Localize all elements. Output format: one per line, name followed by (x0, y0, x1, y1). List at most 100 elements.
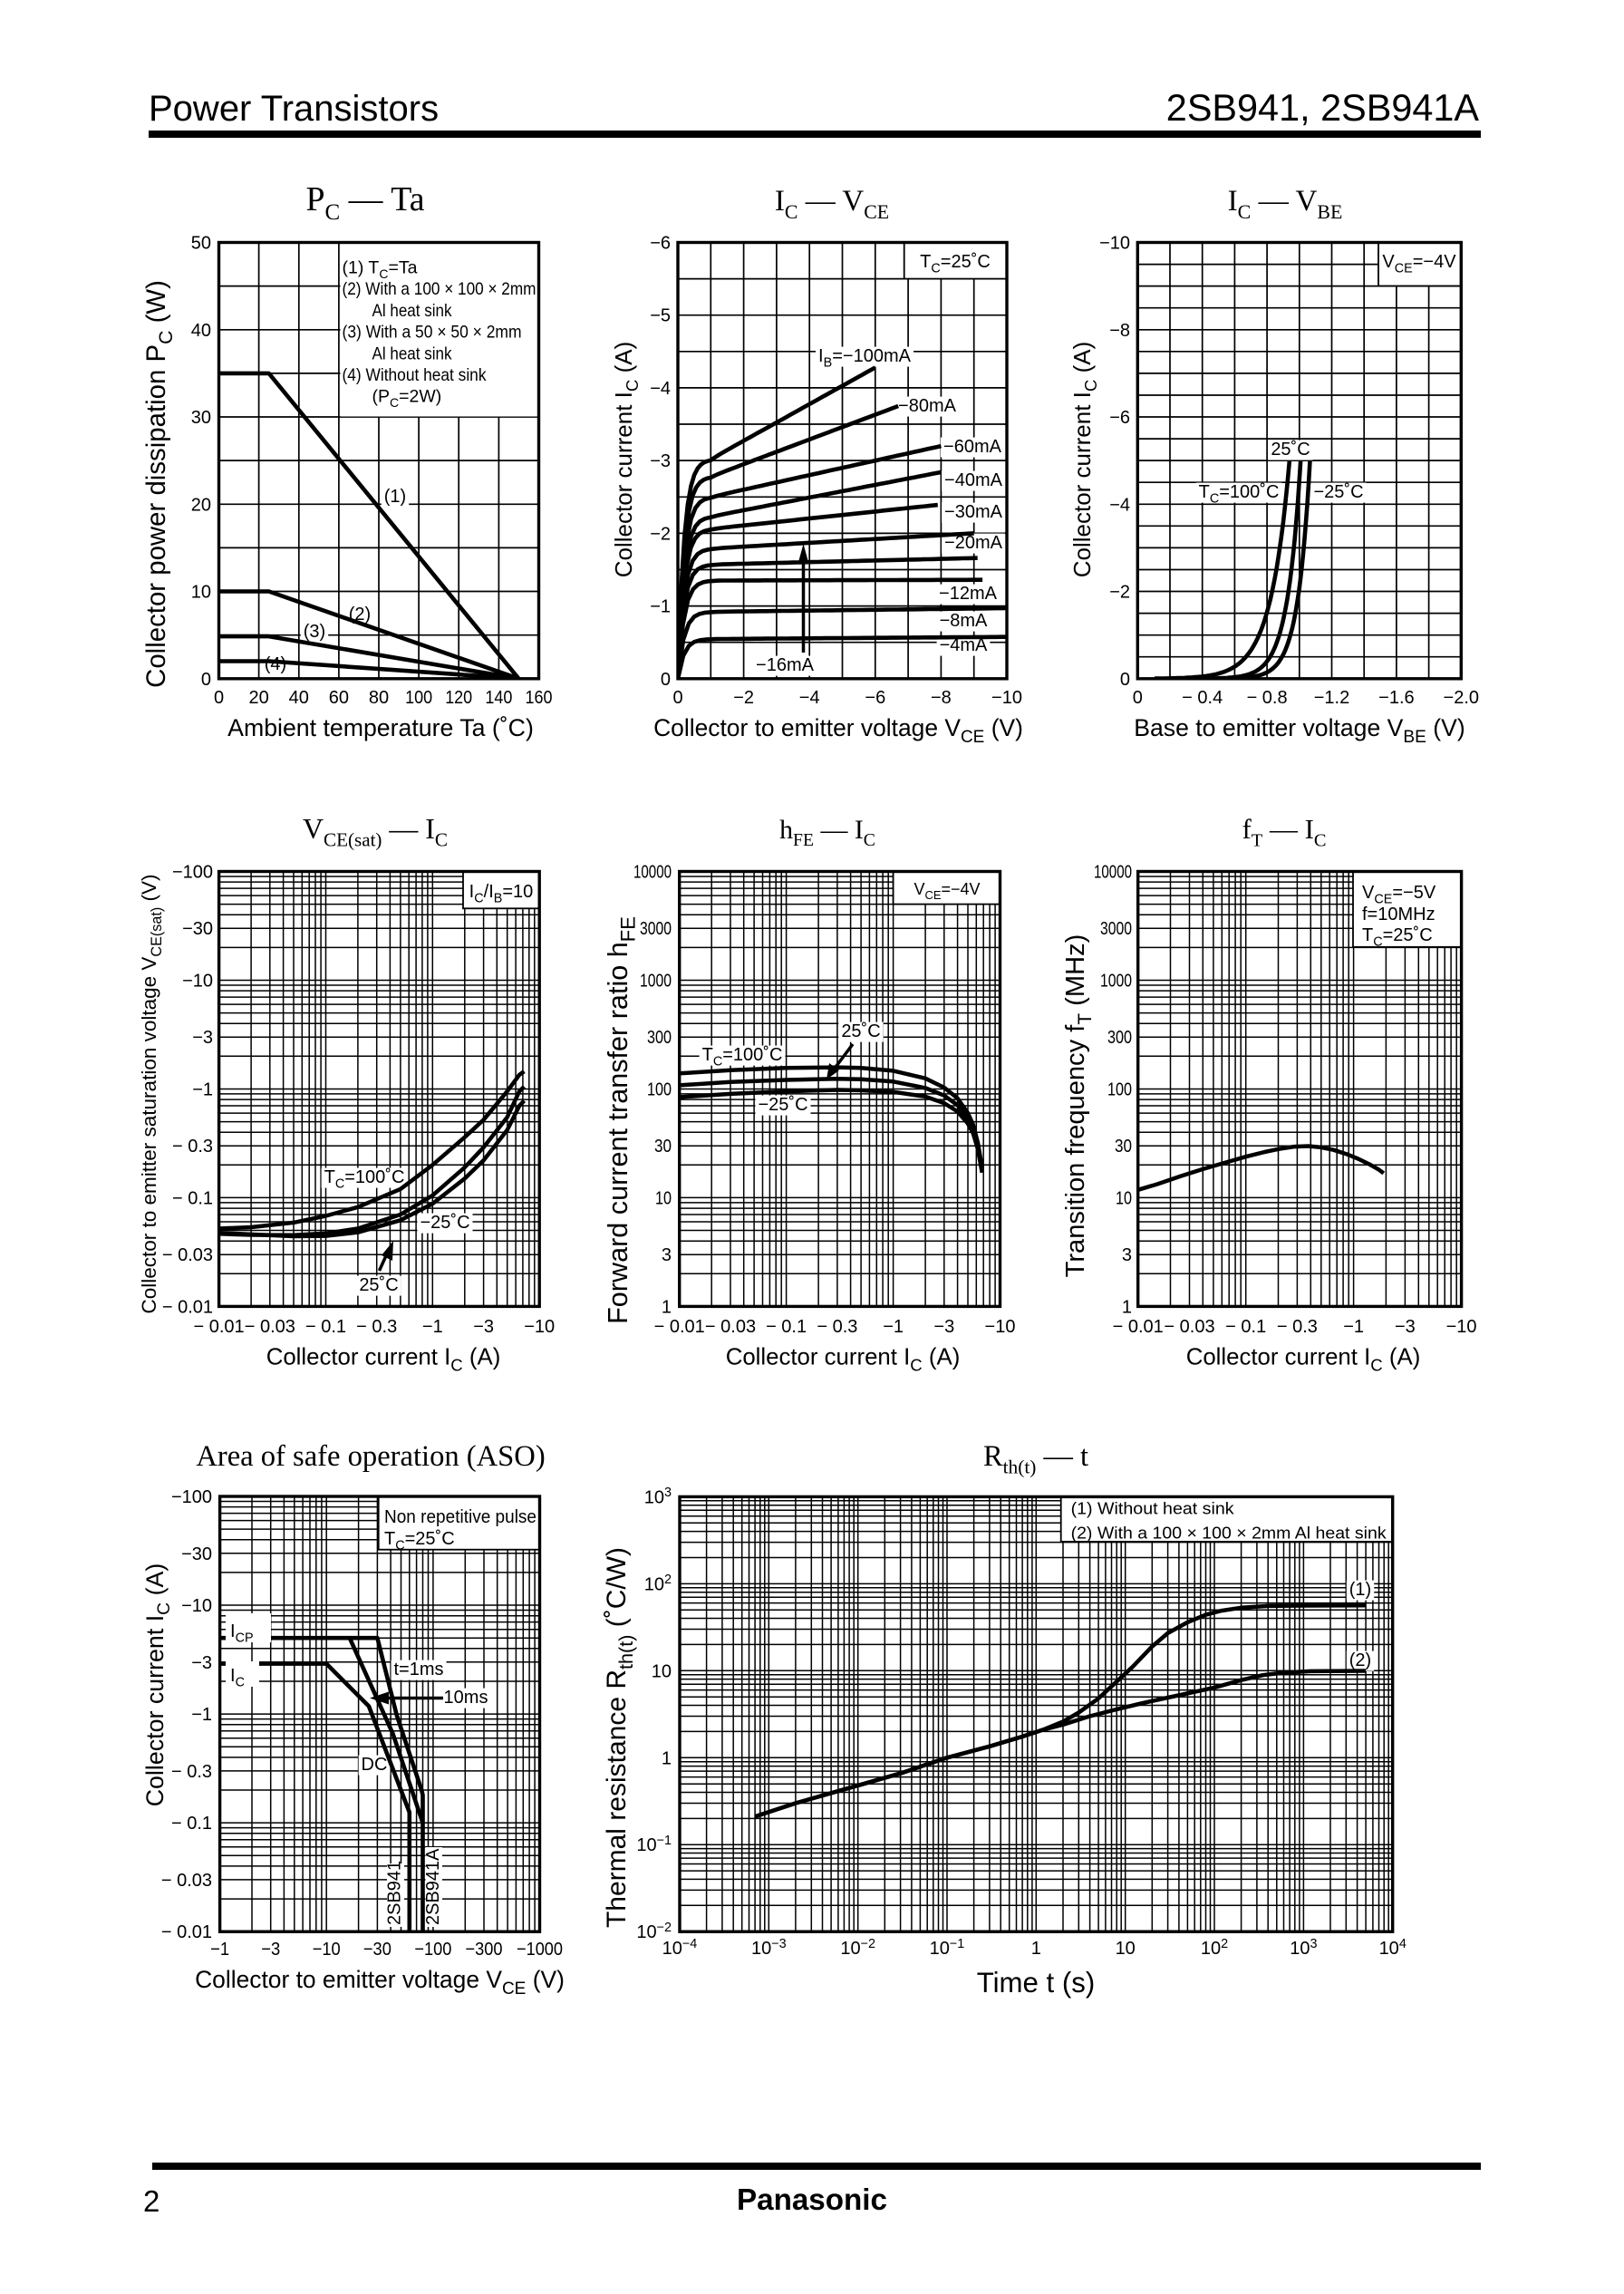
svg-text:TC=25˚C: TC=25˚C (1362, 925, 1433, 949)
svg-text:−6: −6 (865, 688, 885, 708)
svg-text:10−1: 10−1 (930, 1937, 965, 1959)
svg-text:0: 0 (214, 688, 224, 708)
svg-text:VCE=−4V: VCE=−4V (1382, 252, 1456, 276)
svg-text:−1: −1 (883, 1317, 904, 1337)
svg-text:103: 103 (644, 1486, 672, 1507)
svg-text:Al heat sink: Al heat sink (372, 344, 452, 363)
svg-text:− 0.3: − 0.3 (817, 1317, 857, 1337)
svg-text:Power Transistors: Power Transistors (149, 89, 439, 129)
svg-text:3000: 3000 (640, 919, 672, 939)
svg-text:(3) With a 50 × 50 × 2mm: (3) With a 50 × 50 × 2mm (343, 323, 522, 343)
svg-text:(1): (1) (384, 487, 406, 507)
svg-text:−25˚C: −25˚C (1313, 482, 1363, 502)
svg-text:TC=25˚C: TC=25˚C (920, 252, 991, 276)
svg-text:−1: −1 (422, 1317, 443, 1337)
svg-text:−40mA: −40mA (944, 470, 1003, 490)
svg-text:300: 300 (647, 1028, 672, 1048)
svg-text:3: 3 (1122, 1245, 1132, 1265)
svg-text:VCE=−5V: VCE=−5V (1362, 883, 1436, 906)
svg-text:Ambient temperature Ta (˚C: Ambient temperature Ta (˚C) (227, 714, 534, 741)
svg-text:−8: −8 (931, 688, 952, 708)
svg-text:IC/IB=10: IC/IB=10 (469, 882, 534, 905)
svg-text:−6: −6 (650, 234, 671, 254)
svg-text:10000: 10000 (1094, 863, 1132, 883)
svg-text:20: 20 (191, 495, 211, 515)
svg-text:− 0.3: − 0.3 (1277, 1317, 1318, 1337)
svg-text:−10: −10 (985, 1317, 1016, 1337)
svg-text:Collector current IC (A): Collector current IC (A) (726, 1345, 961, 1375)
svg-text:(1) TC=Ta: (1) TC=Ta (343, 258, 418, 281)
svg-text:Area of safe operation (ASO): Area of safe operation (ASO) (196, 1440, 545, 1473)
svg-text:Collector power dissipation: Collector power dissipation PC (W) (141, 280, 177, 688)
svg-text:− 0.03: − 0.03 (161, 1871, 212, 1891)
svg-text:−10: −10 (1446, 1317, 1477, 1337)
svg-text:1: 1 (662, 1748, 672, 1768)
svg-text:− 0.8: − 0.8 (1247, 688, 1288, 708)
svg-text:− 0.3: − 0.3 (172, 1137, 213, 1157)
svg-text:TC=100˚C: TC=100˚C (324, 1167, 405, 1191)
svg-text:2SB941A: 2SB941A (423, 1848, 443, 1925)
svg-text:−8: −8 (1109, 321, 1130, 341)
svg-text:VCE=−4V: VCE=−4V (914, 880, 980, 902)
svg-text:TC=100˚C: TC=100˚C (1199, 482, 1280, 506)
svg-text:(2): (2) (1349, 1650, 1371, 1670)
svg-text:(2) With a 100 × 100 × 2mm Al: (2) With a 100 × 100 × 2mm Al heat sink (1071, 1524, 1387, 1542)
svg-text:(2): (2) (349, 605, 371, 624)
svg-text:Thermal resistance Rth(t): Thermal resistance Rth(t) (˚C/W) (602, 1547, 637, 1928)
svg-text:− 0.1: − 0.1 (766, 1317, 807, 1337)
svg-text:0: 0 (1133, 688, 1143, 708)
svg-text:25˚C: 25˚C (841, 1021, 880, 1041)
svg-text:−1.2: −1.2 (1314, 688, 1349, 708)
svg-text:3000: 3000 (1100, 919, 1132, 939)
svg-text:−12mA: −12mA (939, 584, 998, 604)
svg-text:−6: −6 (1109, 408, 1130, 428)
svg-text:− 0.03: − 0.03 (1164, 1317, 1214, 1337)
svg-text:−20mA: −20mA (944, 533, 1003, 553)
svg-text:1000: 1000 (640, 972, 672, 992)
svg-text:Transition frequency fT (M: Transition frequency fT (MHz) (1061, 934, 1096, 1278)
svg-text:102: 102 (1201, 1937, 1228, 1959)
svg-text:PC — Ta: PC — Ta (306, 180, 425, 225)
svg-text:0: 0 (672, 688, 682, 708)
svg-text:Collector current IC (A): Collector current IC (A) (141, 1563, 174, 1807)
svg-text:IC: IC (230, 1666, 245, 1689)
svg-text:−300: −300 (466, 1940, 503, 1960)
svg-text:−10: −10 (1099, 234, 1130, 254)
svg-text:−3: −3 (473, 1317, 494, 1337)
svg-text:(4) Without heat sink: (4) Without heat sink (343, 365, 487, 385)
svg-text:Collector to emitter voltage: Collector to emitter voltage VCE (V) (195, 1966, 565, 1999)
svg-text:− 0.1: − 0.1 (1225, 1317, 1266, 1337)
svg-text:DC: DC (362, 1755, 388, 1775)
svg-text:Panasonic: Panasonic (737, 2183, 887, 2217)
svg-text:1000: 1000 (1100, 972, 1132, 992)
svg-text:−25˚C: −25˚C (758, 1095, 807, 1115)
svg-text:− 0.4: − 0.4 (1182, 688, 1223, 708)
svg-text:140: 140 (485, 688, 512, 708)
svg-text:25˚C: 25˚C (359, 1275, 398, 1295)
svg-text:−3: −3 (192, 1028, 213, 1048)
svg-text:Rth(t) — t: Rth(t) — t (983, 1440, 1088, 1478)
svg-text:hFE — IC: hFE — IC (779, 815, 875, 850)
svg-text:80: 80 (369, 688, 389, 708)
svg-text:10: 10 (1116, 1188, 1132, 1208)
svg-text:− 0.03: − 0.03 (705, 1317, 756, 1337)
svg-text:−2: −2 (733, 688, 754, 708)
svg-text:−10: −10 (991, 688, 1022, 708)
svg-text:2: 2 (143, 2184, 160, 2218)
svg-text:Collector current IC (A): Collector current IC (A) (266, 1345, 501, 1375)
svg-text:−60mA: −60mA (943, 437, 1002, 457)
svg-text:40: 40 (191, 321, 211, 341)
svg-text:160: 160 (526, 688, 553, 708)
svg-text:20: 20 (248, 688, 268, 708)
svg-text:1: 1 (1122, 1297, 1132, 1317)
svg-text:t=1ms: t=1ms (393, 1660, 443, 1679)
svg-text:10: 10 (652, 1661, 672, 1681)
svg-text:−3: −3 (1395, 1317, 1416, 1337)
svg-text:− 0.01: − 0.01 (654, 1317, 705, 1337)
svg-text:103: 103 (1290, 1937, 1317, 1959)
svg-text:−5: −5 (650, 306, 671, 326)
svg-text:IC — VBE: IC — VBE (1228, 184, 1343, 223)
svg-text:f=10MHz: f=10MHz (1362, 905, 1436, 924)
svg-text:−100: −100 (172, 863, 213, 883)
svg-text:0: 0 (201, 670, 211, 690)
